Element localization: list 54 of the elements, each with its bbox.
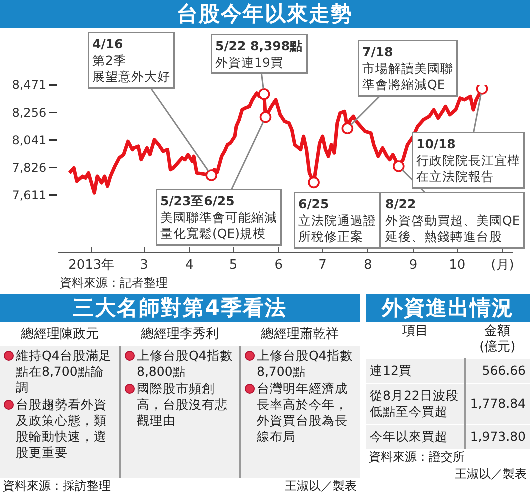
category-label: 總經理蕭乾祥: [260, 326, 340, 344]
annotation: 4/16第2季展望意外大好: [92, 36, 170, 84]
chart-title: 台股今年以來走勢: [0, 0, 530, 28]
annotation: 5/22 8,398點外資連19買: [216, 38, 304, 70]
point: [392, 160, 405, 172]
text: 王淑以／製表: [285, 479, 357, 494]
x-tick-label: 8: [364, 258, 372, 273]
point: [206, 170, 218, 182]
source-note: 資料來源：證交所: [368, 449, 466, 466]
y-tick-label: 7,826: [12, 160, 47, 175]
x-tick-label: 2013年: [68, 258, 115, 273]
point: [308, 176, 320, 189]
text: 1,973.80: [465, 424, 530, 449]
category-label: 總經理陳政元: [20, 326, 100, 344]
text: 項目: [402, 323, 430, 341]
point: [260, 111, 272, 124]
text: 外資進出情況: [366, 294, 530, 322]
y-tick-label: 8,471: [12, 78, 47, 92]
point: [342, 122, 354, 135]
annotation: 6/25立法院通過證所稅修正案: [298, 196, 376, 244]
text: 台灣明年經濟成長率高於今年，外資買台股為長線布局: [257, 381, 349, 445]
text: 1,778.84: [465, 384, 530, 424]
point: [258, 88, 270, 100]
text: 維持Q4台股滿足點在8,700點論調: [16, 348, 113, 396]
x-tick-label: 10: [449, 258, 466, 273]
point: [476, 85, 488, 95]
annotation: 5/23至6/25美國聯準會可能縮減量化寬鬆(QE)規模: [160, 194, 278, 241]
text: 台股趨勢看外資及政策心態，類股輪動快速，選股更重要: [16, 397, 108, 461]
annotation: 8/22外資啓動買超、美國QE延後、熱錢轉進台股: [384, 196, 520, 244]
text: 國際股市頻創高，台股沒有悲觀理由: [137, 381, 229, 429]
text: 566.66: [465, 358, 530, 384]
text: 上修台股Q4指數8,800點: [137, 348, 234, 380]
text: 三大名師對第4季看法: [0, 294, 360, 322]
x-tick-label: 3: [140, 258, 148, 273]
x-tick-label: 9: [409, 258, 418, 273]
y-tick-label: 7,611: [12, 188, 47, 203]
annotation: 10/18行政院院長江宜樺在立法院報告: [416, 136, 520, 184]
y-tick-label: 8,041: [12, 133, 47, 148]
source-note: 資料來源：記者整理: [60, 276, 168, 290]
annotation: 7/18市場解讀美國聯準會將縮減QE: [362, 44, 454, 92]
x-tick-label: 5: [229, 258, 238, 273]
x-tick-label: 6: [274, 258, 284, 273]
text: 王淑以／製表: [454, 466, 528, 483]
text: 上修台股Q4指數8,700點: [257, 348, 354, 380]
x-tick-label: 4: [186, 258, 194, 273]
category-label: 總經理李秀利: [140, 326, 220, 344]
y-tick-label: 8,256: [12, 106, 47, 120]
category-label: 今年以來買超: [366, 424, 466, 449]
source-note: 資料來源：採訪整理: [3, 479, 111, 494]
x-tick-label: (月): [491, 258, 514, 273]
text: 金額 (億元): [478, 323, 517, 357]
category-label: 從8月22日波段低點至今買超: [366, 384, 466, 424]
category-label: 連12買: [366, 358, 466, 384]
x-tick-label: 7: [318, 258, 327, 273]
